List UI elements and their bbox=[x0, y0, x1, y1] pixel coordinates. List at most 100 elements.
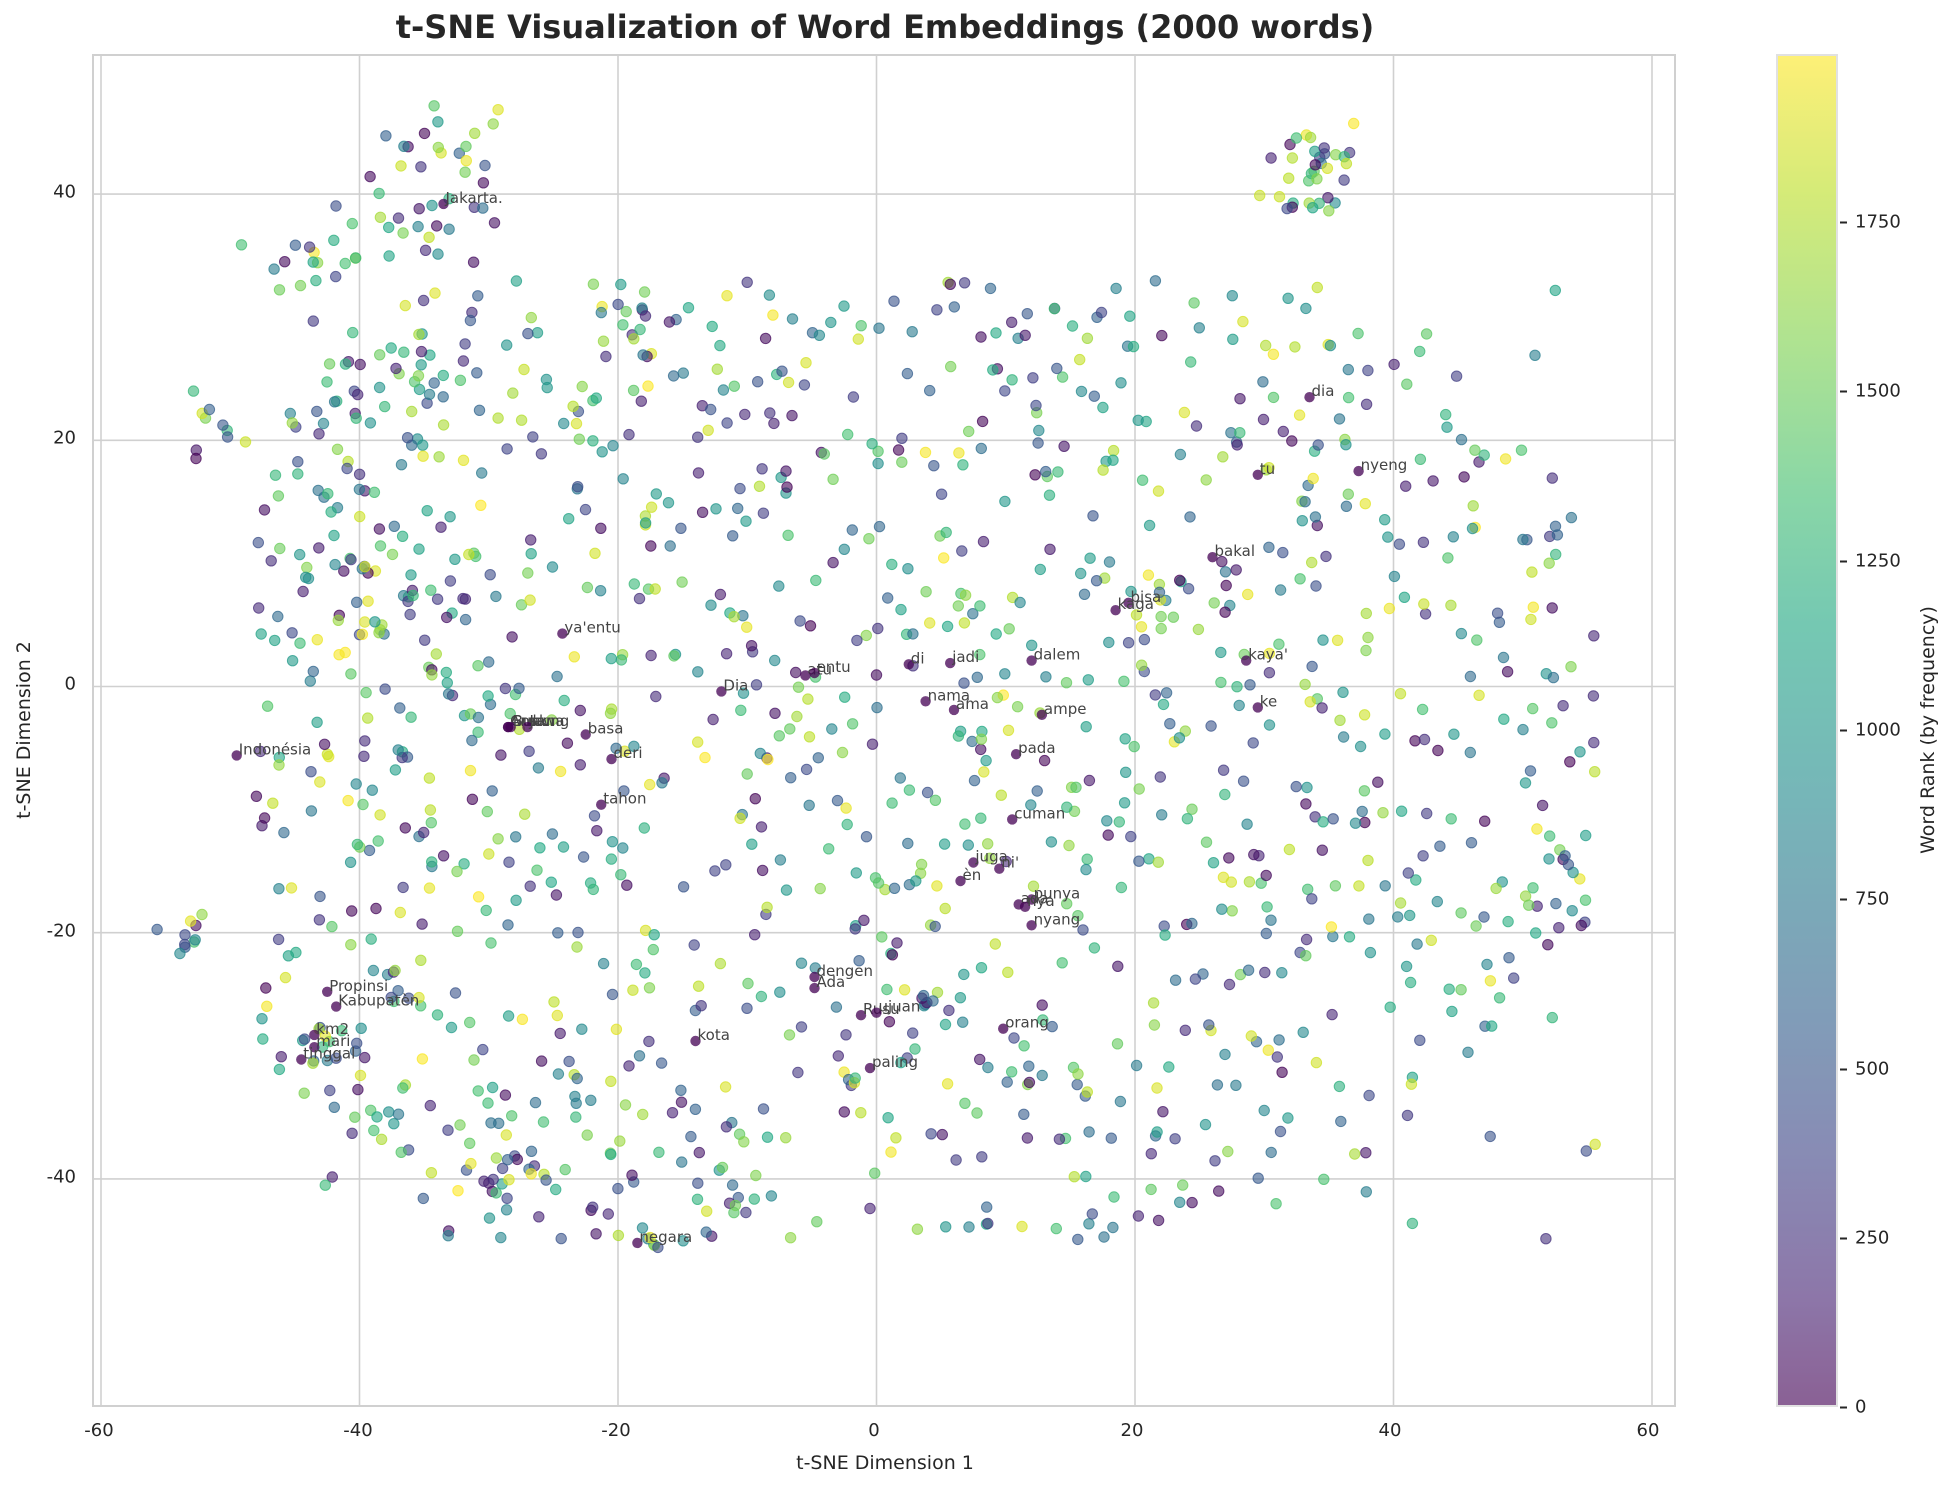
data-point bbox=[619, 1099, 632, 1111]
data-point bbox=[558, 417, 570, 430]
data-point bbox=[431, 220, 443, 232]
data-point bbox=[174, 947, 186, 960]
data-point bbox=[1213, 1185, 1225, 1197]
data-point bbox=[692, 736, 704, 748]
data-point bbox=[956, 545, 968, 557]
data-point bbox=[1543, 557, 1555, 569]
data-point bbox=[1263, 462, 1275, 474]
data-point bbox=[1167, 611, 1180, 623]
data-point bbox=[623, 1060, 635, 1072]
data-point bbox=[840, 1029, 852, 1041]
data-point bbox=[727, 530, 739, 542]
annotated-point bbox=[1007, 814, 1018, 825]
data-point bbox=[1008, 1032, 1020, 1044]
data-point bbox=[941, 620, 954, 633]
data-point bbox=[332, 614, 345, 626]
data-point bbox=[1135, 659, 1148, 671]
data-point bbox=[677, 881, 690, 893]
data-point bbox=[362, 712, 374, 724]
scatter-canvas: Jakarta.ya'entuIndonésiaAnakGunungBulanJ… bbox=[94, 56, 1674, 1405]
data-point bbox=[888, 295, 900, 307]
data-point bbox=[417, 450, 429, 462]
data-point bbox=[1006, 316, 1018, 328]
annotated-point bbox=[968, 857, 979, 868]
data-point bbox=[503, 1174, 515, 1186]
data-point bbox=[1215, 676, 1227, 689]
data-point bbox=[313, 914, 326, 926]
data-point bbox=[1318, 142, 1330, 154]
data-point bbox=[471, 367, 483, 379]
data-point bbox=[415, 161, 427, 173]
data-point bbox=[510, 275, 523, 287]
data-point bbox=[938, 552, 950, 564]
data-point bbox=[1515, 444, 1528, 456]
annotated-point bbox=[920, 696, 931, 707]
data-point bbox=[605, 853, 618, 865]
data-point bbox=[441, 611, 453, 624]
data-point bbox=[525, 1145, 538, 1158]
annotated-point bbox=[1353, 465, 1364, 477]
data-point bbox=[876, 931, 888, 943]
data-point bbox=[689, 1103, 702, 1116]
data-point bbox=[524, 594, 536, 606]
data-point bbox=[1021, 1132, 1034, 1144]
data-point bbox=[1502, 915, 1514, 928]
data-point bbox=[1257, 376, 1269, 388]
data-point bbox=[351, 1037, 363, 1049]
data-point bbox=[1029, 469, 1041, 481]
data-point bbox=[1481, 958, 1493, 971]
data-point bbox=[203, 403, 216, 416]
data-point bbox=[352, 1083, 364, 1096]
data-point bbox=[597, 335, 610, 347]
data-point bbox=[1033, 424, 1045, 437]
colorbar-tick: 1250 bbox=[1840, 551, 1901, 572]
data-point bbox=[490, 590, 502, 603]
data-point bbox=[1200, 836, 1213, 848]
data-point bbox=[1149, 275, 1162, 287]
data-point bbox=[982, 838, 994, 850]
data-point bbox=[1542, 939, 1554, 951]
data-point bbox=[940, 1221, 952, 1233]
data-point bbox=[773, 730, 785, 742]
data-point bbox=[1043, 489, 1056, 501]
data-point bbox=[352, 388, 364, 401]
data-point bbox=[385, 991, 397, 1004]
data-point bbox=[313, 428, 325, 440]
data-point bbox=[1036, 1069, 1048, 1082]
data-point bbox=[1018, 1108, 1030, 1121]
data-point bbox=[1393, 538, 1406, 550]
data-point bbox=[464, 314, 477, 327]
data-point bbox=[627, 984, 639, 996]
data-point bbox=[1260, 339, 1272, 352]
data-point bbox=[1417, 850, 1429, 862]
data-point bbox=[1384, 1001, 1396, 1013]
data-point bbox=[774, 854, 787, 866]
data-point bbox=[738, 1136, 750, 1148]
data-point bbox=[1484, 975, 1497, 987]
data-point bbox=[971, 671, 983, 683]
data-point bbox=[484, 569, 496, 581]
data-point bbox=[1402, 867, 1415, 879]
data-point bbox=[389, 964, 401, 977]
data-point bbox=[798, 379, 811, 391]
data-point bbox=[449, 553, 461, 565]
data-point bbox=[579, 503, 592, 516]
colorbar bbox=[1776, 54, 1838, 1407]
data-point bbox=[612, 1182, 624, 1195]
word-annotation: Kabupatèn bbox=[338, 992, 419, 1010]
data-point bbox=[1543, 853, 1555, 865]
data-point bbox=[1360, 607, 1373, 620]
data-point bbox=[485, 937, 497, 949]
data-point bbox=[1382, 531, 1394, 543]
data-point bbox=[385, 342, 397, 354]
data-point bbox=[380, 130, 392, 142]
data-point bbox=[826, 723, 838, 735]
data-point bbox=[699, 751, 711, 764]
data-point bbox=[1098, 1231, 1110, 1243]
data-point bbox=[301, 561, 313, 574]
annotated-point bbox=[322, 986, 333, 997]
data-point bbox=[838, 1106, 850, 1118]
data-point bbox=[948, 301, 960, 313]
data-point bbox=[838, 543, 850, 555]
data-point bbox=[1072, 1068, 1084, 1080]
